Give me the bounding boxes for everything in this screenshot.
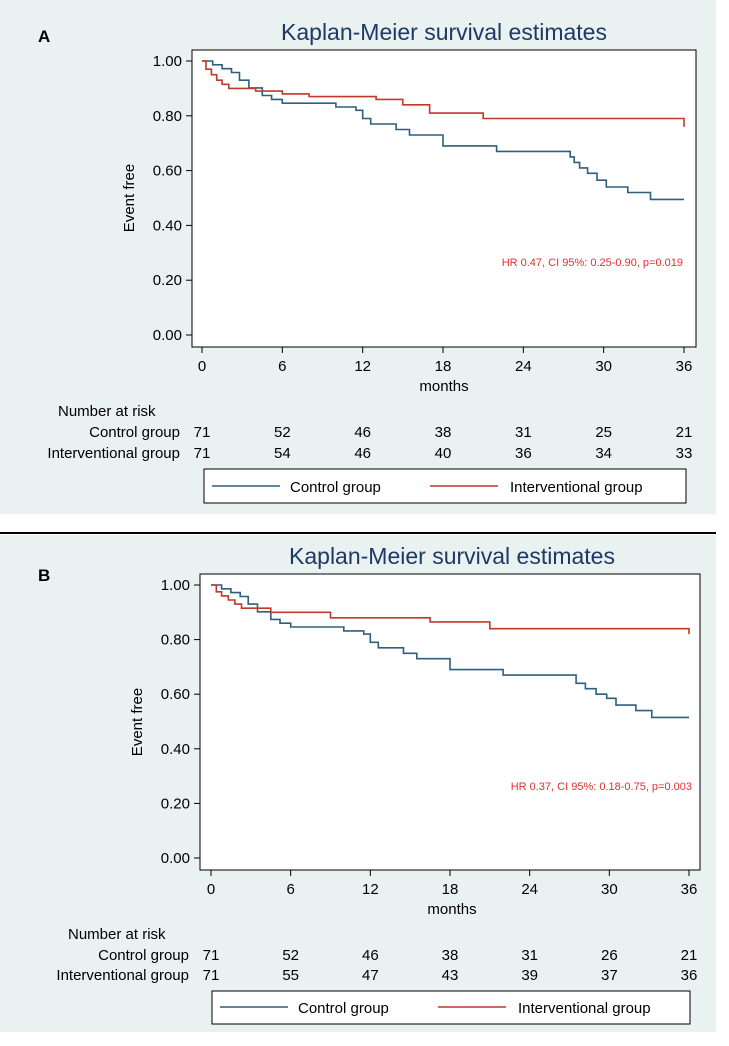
risk-table-header: Number at risk <box>68 926 166 943</box>
risk-value-interventional: 33 <box>676 445 693 462</box>
y-tick-label: 0.00 <box>161 850 190 867</box>
y-tick-label: 0.80 <box>161 632 190 649</box>
y-axis-label: Event free <box>129 688 146 756</box>
panel-b: B Kaplan-Meier survival estimates Event … <box>0 535 716 1032</box>
x-tick-label: 6 <box>286 881 294 898</box>
y-tick-label: 0.40 <box>153 217 182 234</box>
x-tick-label: 6 <box>278 358 286 375</box>
series-line-control <box>211 584 689 719</box>
x-tick-label: 30 <box>601 881 618 898</box>
plot-area <box>191 49 697 348</box>
risk-row-label-interventional: Interventional group <box>56 967 189 984</box>
risk-value-interventional: 54 <box>274 445 291 462</box>
risk-value-control: 46 <box>362 947 379 964</box>
series-line-interventional <box>202 60 685 127</box>
chart-title: Kaplan-Meier survival estimates <box>281 19 607 45</box>
risk-value-control: 52 <box>274 424 291 441</box>
panel-a: A Kaplan-Meier survival estimates Event … <box>0 0 716 514</box>
y-tick-label: 0.00 <box>153 327 182 344</box>
legend-label-control: Control group <box>290 479 381 496</box>
risk-value-control: 38 <box>442 947 459 964</box>
risk-value-control: 21 <box>681 947 698 964</box>
risk-value-interventional: 39 <box>521 967 538 984</box>
x-axis-label: months <box>419 378 468 395</box>
risk-value-interventional: 34 <box>595 445 612 462</box>
risk-value-interventional: 71 <box>203 967 220 984</box>
risk-value-control: 52 <box>282 947 299 964</box>
risk-value-interventional: 40 <box>435 445 452 462</box>
y-tick-label: 0.60 <box>161 686 190 703</box>
x-tick-label: 24 <box>521 881 538 898</box>
y-tick-label: 0.80 <box>153 108 182 125</box>
risk-value-interventional: 36 <box>515 445 532 462</box>
y-tick-label: 0.20 <box>153 272 182 289</box>
y-tick-label: 0.60 <box>153 163 182 180</box>
risk-value-interventional: 37 <box>601 967 618 984</box>
x-tick-label: 30 <box>595 358 612 375</box>
risk-row-label-control: Control group <box>98 947 189 964</box>
y-tick-label: 0.40 <box>161 741 190 758</box>
risk-value-control: 46 <box>354 424 371 441</box>
x-tick-label: 12 <box>354 358 371 375</box>
y-tick-label: 0.20 <box>161 795 190 812</box>
risk-value-control: 71 <box>194 424 211 441</box>
risk-value-control: 31 <box>515 424 532 441</box>
x-axis-label: months <box>427 901 476 918</box>
risk-table-header: Number at risk <box>58 403 156 420</box>
x-tick-label: 36 <box>681 881 698 898</box>
risk-value-interventional: 55 <box>282 967 299 984</box>
x-tick-label: 24 <box>515 358 532 375</box>
chart-title: Kaplan-Meier survival estimates <box>289 543 615 569</box>
y-axis-label: Event free <box>121 164 138 232</box>
risk-value-control: 25 <box>595 424 612 441</box>
panel-letter: A <box>38 27 50 46</box>
hazard-ratio-annotation: HR 0.47, CI 95%: 0.25-0.90, p=0.019 <box>502 257 683 269</box>
y-tick-label: 1.00 <box>161 577 190 594</box>
risk-value-control: 21 <box>676 424 693 441</box>
series-line-interventional <box>211 584 690 635</box>
x-tick-label: 36 <box>676 358 693 375</box>
series-line-control <box>202 60 684 201</box>
risk-value-control: 26 <box>601 947 618 964</box>
risk-value-control: 31 <box>521 947 538 964</box>
hazard-ratio-annotation: HR 0.37, CI 95%: 0.18-0.75, p=0.003 <box>511 781 692 793</box>
x-tick-label: 12 <box>362 881 379 898</box>
x-tick-label: 0 <box>207 881 215 898</box>
x-tick-label: 18 <box>435 358 452 375</box>
risk-value-interventional: 43 <box>442 967 459 984</box>
panel-letter: B <box>38 566 50 585</box>
risk-value-interventional: 47 <box>362 967 379 984</box>
legend-label-interventional: Interventional group <box>510 479 643 496</box>
x-tick-label: 18 <box>442 881 459 898</box>
risk-value-interventional: 71 <box>194 445 211 462</box>
risk-row-label-interventional: Interventional group <box>47 445 180 462</box>
risk-value-interventional: 36 <box>681 967 698 984</box>
risk-value-interventional: 46 <box>354 445 371 462</box>
risk-value-control: 38 <box>435 424 452 441</box>
y-tick-label: 1.00 <box>153 53 182 70</box>
plot-area <box>199 573 701 871</box>
risk-row-label-control: Control group <box>89 424 180 441</box>
x-tick-label: 0 <box>198 358 206 375</box>
legend-label-control: Control group <box>298 1000 389 1017</box>
risk-value-control: 71 <box>203 947 220 964</box>
legend-label-interventional: Interventional group <box>518 1000 651 1017</box>
